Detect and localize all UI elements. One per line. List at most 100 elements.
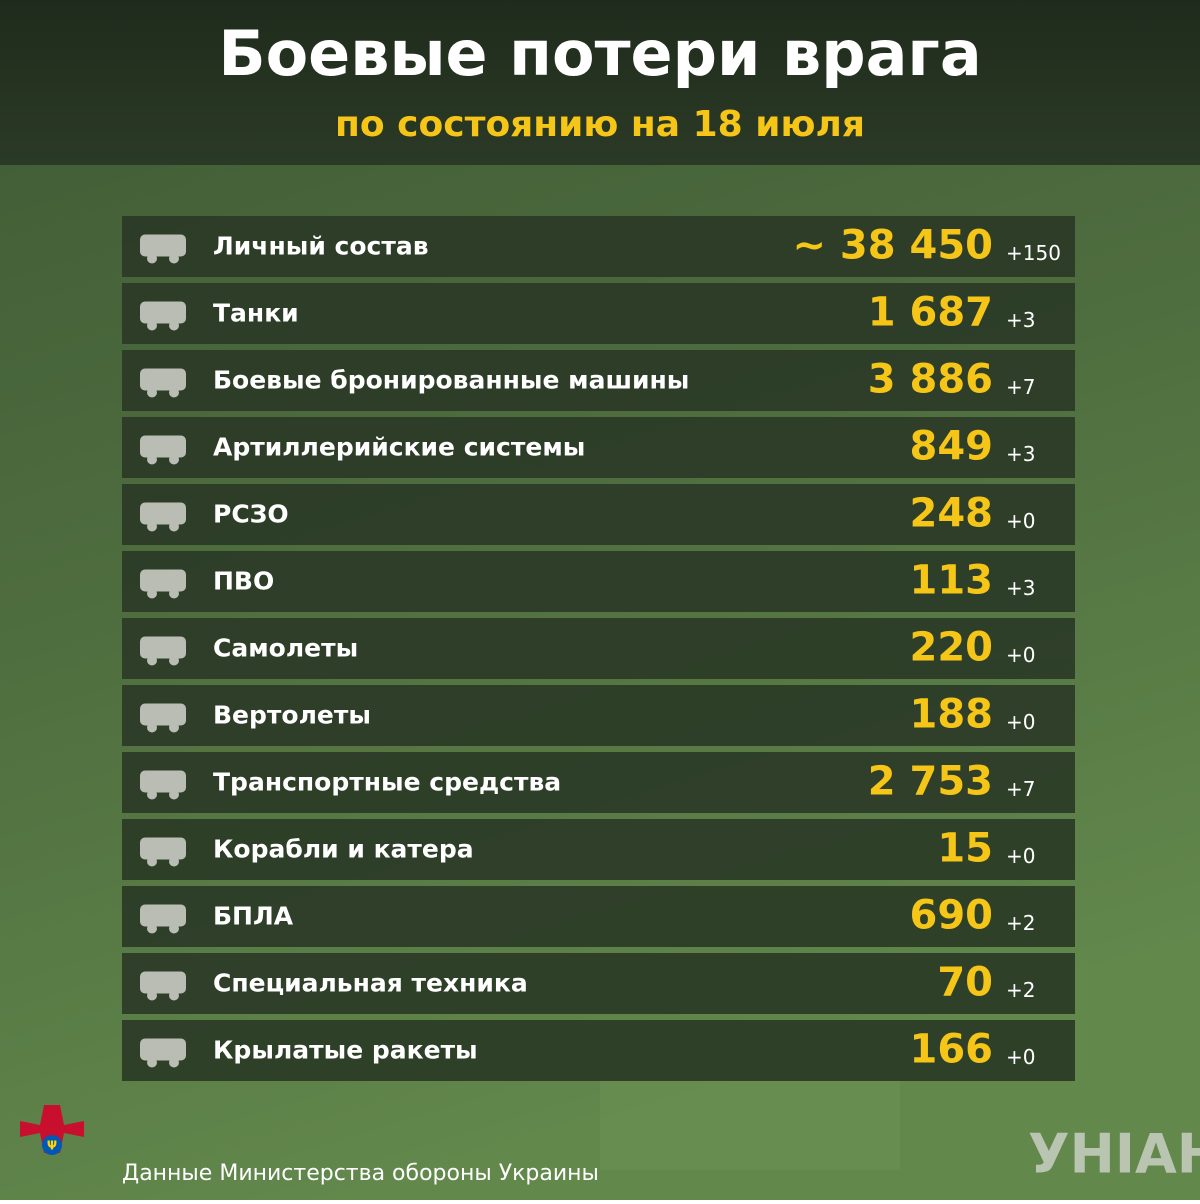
row-delta: +3 xyxy=(1006,308,1035,332)
camo-patch xyxy=(600,1080,900,1170)
row-label: РСЗО xyxy=(213,500,289,529)
row-icon-detail xyxy=(147,1057,157,1068)
row-value: 248 xyxy=(910,491,994,537)
row-value: ~ 38 450 xyxy=(792,223,993,269)
row-icon-detail xyxy=(169,1057,179,1068)
table-row: БПЛА 690 +2 xyxy=(122,886,1075,947)
row-icon-detail xyxy=(169,923,179,934)
row-value: 70 xyxy=(937,960,993,1006)
row-icon-detail xyxy=(169,722,179,733)
row-icon-detail xyxy=(169,789,179,800)
row-delta: +7 xyxy=(1006,375,1035,399)
row-icon-detail xyxy=(169,253,179,264)
row-background xyxy=(122,886,1075,947)
row-icon-detail xyxy=(147,655,157,666)
row-icon-detail xyxy=(169,387,179,398)
row-background xyxy=(122,350,1075,411)
table-row: Боевые бронированные машины 3 886 +7 xyxy=(122,350,1075,411)
row-icon-detail xyxy=(147,990,157,1001)
row-delta: +0 xyxy=(1006,509,1035,533)
row-icon-detail xyxy=(147,588,157,599)
row-delta: +2 xyxy=(1006,911,1035,935)
row-background xyxy=(122,618,1075,679)
row-value: 113 xyxy=(910,558,994,604)
row-delta: +0 xyxy=(1006,1045,1035,1069)
row-label: Специальная техника xyxy=(213,969,528,998)
table-row: Транспортные средства 2 753 +7 xyxy=(122,752,1075,813)
header-band xyxy=(0,0,1200,165)
row-background xyxy=(122,551,1075,612)
row-background xyxy=(122,216,1075,277)
table-row: Специальная техника 70 +2 xyxy=(122,953,1075,1014)
row-label: Самолеты xyxy=(213,634,358,663)
row-delta: +0 xyxy=(1006,643,1035,667)
row-icon-detail xyxy=(169,990,179,1001)
row-icon xyxy=(140,301,186,324)
row-icon-detail xyxy=(147,253,157,264)
row-label: Личный состав xyxy=(213,232,429,261)
emblem-trident: Ψ xyxy=(47,1139,57,1153)
row-delta: +3 xyxy=(1006,442,1035,466)
table-row: Самолеты 220 +0 xyxy=(122,618,1075,679)
row-icon-detail xyxy=(147,923,157,934)
row-label: Крылатые ракеты xyxy=(213,1036,478,1065)
table-row: Артиллерийские системы 849 +3 xyxy=(122,417,1075,478)
row-delta: +2 xyxy=(1006,978,1035,1002)
row-label: ПВО xyxy=(213,567,274,596)
row-icon xyxy=(140,703,186,726)
row-icon-detail xyxy=(169,521,179,532)
row-label: Боевые бронированные машины xyxy=(213,366,689,395)
table-row: Танки 1 687 +3 xyxy=(122,283,1075,344)
row-background xyxy=(122,953,1075,1014)
row-delta: +0 xyxy=(1006,844,1035,868)
emblem-cross xyxy=(20,1105,84,1153)
table: Личный состав ~ 38 450 +150 Танки 1 687 +3 Бое… xyxy=(122,216,1075,1081)
row-delta: +0 xyxy=(1006,710,1035,734)
row-label: Вертолеты xyxy=(213,701,371,730)
row-icon-detail xyxy=(147,856,157,867)
row-icon xyxy=(140,904,186,927)
row-background xyxy=(122,1020,1075,1081)
row-value: 188 xyxy=(910,692,994,738)
emblem-center xyxy=(42,1135,62,1155)
row-icon-detail xyxy=(169,856,179,867)
row-value: 166 xyxy=(910,1027,994,1073)
row-label: БПЛА xyxy=(213,902,294,931)
table-row: ПВО 113 +3 xyxy=(122,551,1075,612)
row-icon xyxy=(140,971,186,994)
row-label: Артиллерийские системы xyxy=(213,433,585,462)
subtitle: по состоянию на 18 июля xyxy=(335,104,865,145)
row-background xyxy=(122,283,1075,344)
row-icon-detail xyxy=(147,454,157,465)
emblem: Ψ xyxy=(20,1105,84,1155)
row-delta: +150 xyxy=(1006,241,1061,265)
row-icon-detail xyxy=(147,387,157,398)
row-value: 2 753 xyxy=(868,759,993,805)
row-icon xyxy=(140,502,186,525)
row-icon-detail xyxy=(169,320,179,331)
row-icon xyxy=(140,234,186,257)
row-icon xyxy=(140,435,186,458)
row-icon-detail xyxy=(169,588,179,599)
table-row: РСЗО 248 +0 xyxy=(122,484,1075,545)
row-value: 849 xyxy=(910,424,994,470)
row-label: Транспортные средства xyxy=(213,768,561,797)
row-icon-detail xyxy=(169,454,179,465)
row-icon xyxy=(140,569,186,592)
table-row: Корабли и катера 15 +0 xyxy=(122,819,1075,880)
row-icon-detail xyxy=(147,320,157,331)
row-background xyxy=(122,752,1075,813)
row-value: 15 xyxy=(937,826,993,872)
row-icon-detail xyxy=(169,655,179,666)
row-value: 3 886 xyxy=(868,357,993,403)
source: Данные Министерства обороны Украины xyxy=(122,1161,599,1186)
row-icon xyxy=(140,1038,186,1061)
row-label: Танки xyxy=(213,299,299,328)
row-delta: +7 xyxy=(1006,777,1035,801)
table-row: Вертолеты 188 +0 xyxy=(122,685,1075,746)
row-icon-detail xyxy=(147,722,157,733)
row-icon-detail xyxy=(147,521,157,532)
row-icon xyxy=(140,770,186,793)
row-value: 1 687 xyxy=(868,290,993,336)
